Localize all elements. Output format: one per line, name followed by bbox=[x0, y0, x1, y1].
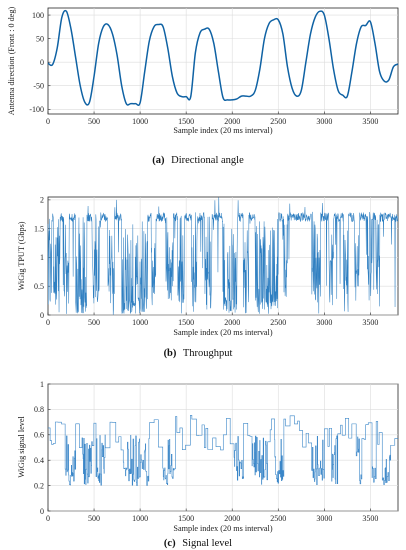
x-tick-label: 2500 bbox=[270, 514, 286, 523]
y-tick-label: 100 bbox=[32, 11, 44, 20]
x-tick-label: 1500 bbox=[178, 318, 194, 327]
x-tick-label: 500 bbox=[88, 117, 100, 126]
x-tick-label: 3000 bbox=[316, 514, 332, 523]
caption-text: Throughput bbox=[183, 348, 233, 359]
x-tick-label: 2500 bbox=[270, 117, 286, 126]
y-ticks: -100 -50 0 50 100 bbox=[29, 11, 51, 114]
x-tick-label: 2500 bbox=[270, 318, 286, 327]
series-line bbox=[47, 197, 399, 315]
x-tick-label: 0 bbox=[46, 514, 50, 523]
y-tick-label: 1 bbox=[40, 380, 44, 389]
y-axis-label: WiGig TPUT (Gbps) bbox=[17, 221, 26, 290]
caption-tag: (c) bbox=[164, 538, 176, 549]
y-axis-label: Antenna direction (Front : 0 deg) bbox=[7, 7, 16, 116]
x-axis-label: Sample index (20 ms interval) bbox=[173, 126, 272, 135]
x-tick-label: 3000 bbox=[316, 117, 332, 126]
caption-text: Signal level bbox=[182, 538, 232, 549]
y-axis-label: WiGig signal level bbox=[17, 416, 26, 478]
y-tick-label: 0.4 bbox=[34, 456, 44, 465]
x-tick-label: 3500 bbox=[362, 117, 378, 126]
y-ticks: 0 0.2 0.4 0.6 0.8 1 bbox=[34, 380, 51, 516]
y-tick-label: 50 bbox=[36, 34, 44, 43]
y-tick-label: 2 bbox=[40, 196, 44, 205]
y-tick-label: 0 bbox=[40, 311, 44, 320]
plot-frame bbox=[47, 7, 399, 115]
y-tick-label: 0.6 bbox=[34, 431, 44, 440]
y-ticks: 0 0.5 1 1.5 2 bbox=[34, 196, 51, 320]
x-axis-label: Sample index (20 ms interval) bbox=[173, 328, 272, 337]
y-tick-label: 1.5 bbox=[34, 224, 44, 233]
x-tick-label: 0 bbox=[46, 318, 50, 327]
x-axis-label: Sample index (20 ms interval) bbox=[173, 524, 272, 533]
panel-throughput: 0 500 1000 1500 2000 2500 3000 3500 0 0.5 1 1.5 2 S… bbox=[17, 196, 399, 359]
y-tick-label: 0 bbox=[40, 507, 44, 516]
x-tick-label: 2000 bbox=[224, 117, 240, 126]
y-tick-label: 0.8 bbox=[34, 405, 44, 414]
x-tick-label: 500 bbox=[88, 318, 100, 327]
x-tick-label: 3500 bbox=[362, 514, 378, 523]
series-line bbox=[48, 415, 398, 486]
y-tick-label: -100 bbox=[29, 105, 44, 114]
x-tick-label: 1500 bbox=[178, 514, 194, 523]
y-tick-label: 0 bbox=[40, 58, 44, 67]
grid-lines bbox=[48, 8, 398, 114]
caption-text: Directional angle bbox=[171, 155, 244, 166]
x-tick-label: 1000 bbox=[132, 318, 148, 327]
y-tick-label: 0.2 bbox=[34, 481, 44, 490]
x-ticks: 0 500 1000 1500 2000 2500 3000 3500 bbox=[46, 312, 378, 327]
caption: (c) Signal level bbox=[164, 538, 232, 549]
caption-tag: (a) bbox=[152, 155, 165, 166]
y-tick-label: 0.5 bbox=[34, 282, 44, 291]
panel-directional-angle: 0 500 1000 1500 2000 2500 3000 3500 -100 -50 0 50 1… bbox=[7, 7, 399, 166]
x-tick-label: 1500 bbox=[178, 117, 194, 126]
x-tick-label: 3500 bbox=[362, 318, 378, 327]
x-ticks: 0 500 1000 1500 2000 2500 3000 3500 bbox=[46, 508, 378, 523]
grid-lines bbox=[48, 383, 398, 512]
y-tick-label: 1 bbox=[40, 253, 44, 262]
x-tick-label: 2000 bbox=[224, 318, 240, 327]
series-line bbox=[47, 9, 399, 107]
panel-signal-level: 0 500 1000 1500 2000 2500 3000 3500 00.20.40.60… bbox=[17, 380, 399, 549]
caption: (b) Throughput bbox=[164, 348, 233, 359]
caption-tag: (b) bbox=[164, 348, 177, 359]
x-tick-label: 3000 bbox=[316, 318, 332, 327]
x-tick-label: 500 bbox=[88, 514, 100, 523]
x-ticks: 0 500 1000 1500 2000 2500 3000 3500 bbox=[46, 111, 378, 126]
x-tick-label: 1000 bbox=[132, 514, 148, 523]
x-tick-label: 2000 bbox=[224, 514, 240, 523]
caption: (a) Directional angle bbox=[152, 155, 244, 166]
y-tick-label: -50 bbox=[33, 82, 44, 91]
x-tick-label: 0 bbox=[46, 117, 50, 126]
x-tick-label: 1000 bbox=[132, 117, 148, 126]
